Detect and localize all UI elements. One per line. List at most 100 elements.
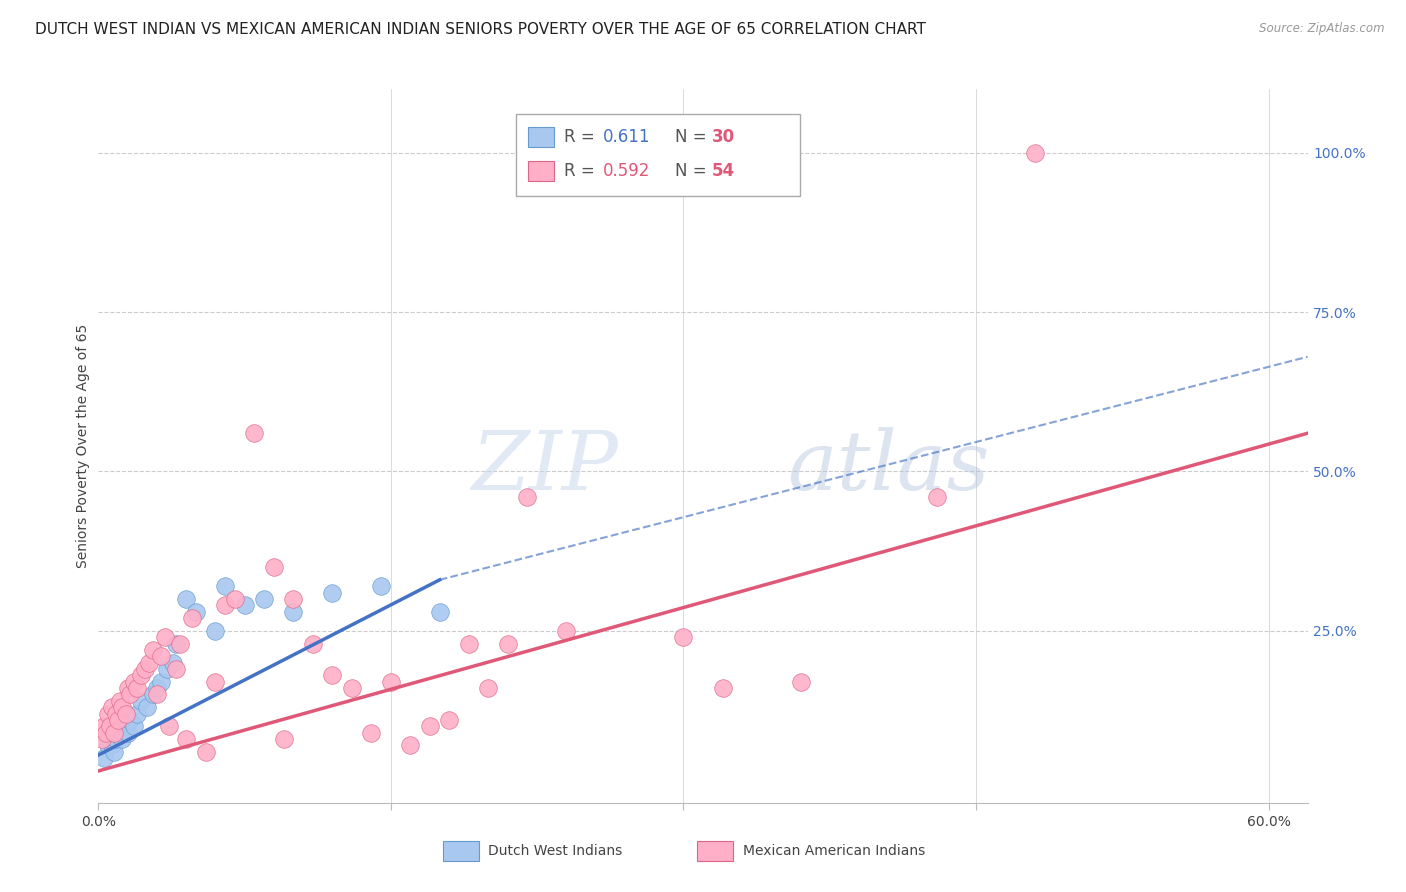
Point bbox=[114, 719, 136, 733]
FancyBboxPatch shape bbox=[527, 161, 554, 181]
Point bbox=[1024, 145, 1046, 160]
Point bbox=[711, 681, 734, 695]
Text: 0.611: 0.611 bbox=[603, 128, 650, 146]
Point bbox=[516, 490, 538, 504]
Point bbox=[283, 605, 305, 619]
Point bbox=[146, 681, 169, 695]
Point bbox=[370, 579, 392, 593]
Point bbox=[111, 700, 134, 714]
Text: N =: N = bbox=[675, 128, 711, 146]
Text: 30: 30 bbox=[711, 128, 734, 146]
Point bbox=[149, 674, 172, 689]
Point bbox=[496, 636, 519, 650]
Point bbox=[253, 591, 276, 606]
Point bbox=[103, 745, 125, 759]
Point bbox=[122, 674, 145, 689]
Point bbox=[118, 713, 141, 727]
Point bbox=[174, 732, 197, 747]
Point bbox=[111, 732, 134, 747]
Point bbox=[263, 560, 285, 574]
Point bbox=[146, 688, 169, 702]
Point bbox=[93, 751, 115, 765]
Point bbox=[101, 700, 124, 714]
Point bbox=[127, 706, 149, 721]
Point bbox=[91, 732, 114, 747]
FancyBboxPatch shape bbox=[697, 841, 734, 862]
Point bbox=[672, 630, 695, 644]
Point bbox=[399, 739, 422, 753]
Point bbox=[204, 674, 226, 689]
Point bbox=[194, 745, 217, 759]
Point bbox=[243, 426, 266, 441]
Text: Source: ZipAtlas.com: Source: ZipAtlas.com bbox=[1260, 22, 1385, 36]
Point bbox=[156, 662, 179, 676]
Point bbox=[138, 656, 160, 670]
Point bbox=[283, 591, 305, 606]
Y-axis label: Seniors Poverty Over the Age of 65: Seniors Poverty Over the Age of 65 bbox=[76, 324, 90, 568]
Point bbox=[142, 688, 165, 702]
Point bbox=[214, 579, 236, 593]
Point bbox=[419, 719, 441, 733]
Point bbox=[340, 681, 363, 695]
Point bbox=[169, 636, 191, 650]
Point bbox=[458, 636, 481, 650]
Point bbox=[477, 681, 499, 695]
Point bbox=[142, 643, 165, 657]
Point bbox=[789, 674, 811, 689]
Point bbox=[104, 706, 127, 721]
Point bbox=[103, 725, 125, 739]
Point bbox=[118, 688, 141, 702]
Point bbox=[93, 719, 115, 733]
Point bbox=[136, 700, 159, 714]
Text: 54: 54 bbox=[711, 162, 734, 180]
Point bbox=[162, 656, 184, 670]
Point bbox=[321, 585, 343, 599]
Point bbox=[97, 739, 120, 753]
Point bbox=[224, 591, 246, 606]
Point bbox=[233, 599, 256, 613]
FancyBboxPatch shape bbox=[527, 127, 554, 147]
Point bbox=[429, 605, 451, 619]
Point bbox=[153, 630, 176, 644]
Point bbox=[214, 599, 236, 613]
Text: R =: R = bbox=[564, 128, 600, 146]
Point bbox=[131, 668, 153, 682]
Point bbox=[149, 649, 172, 664]
Point bbox=[107, 713, 129, 727]
Point bbox=[127, 681, 149, 695]
Point bbox=[181, 611, 204, 625]
Point bbox=[114, 706, 136, 721]
Point bbox=[360, 725, 382, 739]
Point bbox=[321, 668, 343, 682]
Text: DUTCH WEST INDIAN VS MEXICAN AMERICAN INDIAN SENIORS POVERTY OVER THE AGE OF 65 : DUTCH WEST INDIAN VS MEXICAN AMERICAN IN… bbox=[35, 22, 927, 37]
Point bbox=[925, 490, 948, 504]
Point bbox=[555, 624, 578, 638]
Point bbox=[165, 636, 187, 650]
Text: R =: R = bbox=[564, 162, 600, 180]
Point bbox=[134, 662, 156, 676]
Text: 0.592: 0.592 bbox=[603, 162, 650, 180]
Text: N =: N = bbox=[675, 162, 711, 180]
Point bbox=[122, 719, 145, 733]
Text: Dutch West Indians: Dutch West Indians bbox=[488, 845, 621, 858]
Point bbox=[97, 706, 120, 721]
Point bbox=[273, 732, 295, 747]
Point bbox=[157, 719, 180, 733]
Point bbox=[101, 739, 124, 753]
Text: Mexican American Indians: Mexican American Indians bbox=[742, 845, 925, 858]
Point bbox=[96, 725, 118, 739]
Point bbox=[302, 636, 325, 650]
Point bbox=[380, 674, 402, 689]
Point bbox=[107, 725, 129, 739]
Point bbox=[165, 662, 187, 676]
Point bbox=[174, 591, 197, 606]
Point bbox=[204, 624, 226, 638]
Point bbox=[117, 725, 139, 739]
Point bbox=[184, 605, 207, 619]
FancyBboxPatch shape bbox=[516, 114, 800, 196]
Text: atlas: atlas bbox=[787, 427, 990, 508]
Point bbox=[131, 694, 153, 708]
Point bbox=[439, 713, 461, 727]
Point bbox=[117, 681, 139, 695]
Point bbox=[108, 694, 131, 708]
